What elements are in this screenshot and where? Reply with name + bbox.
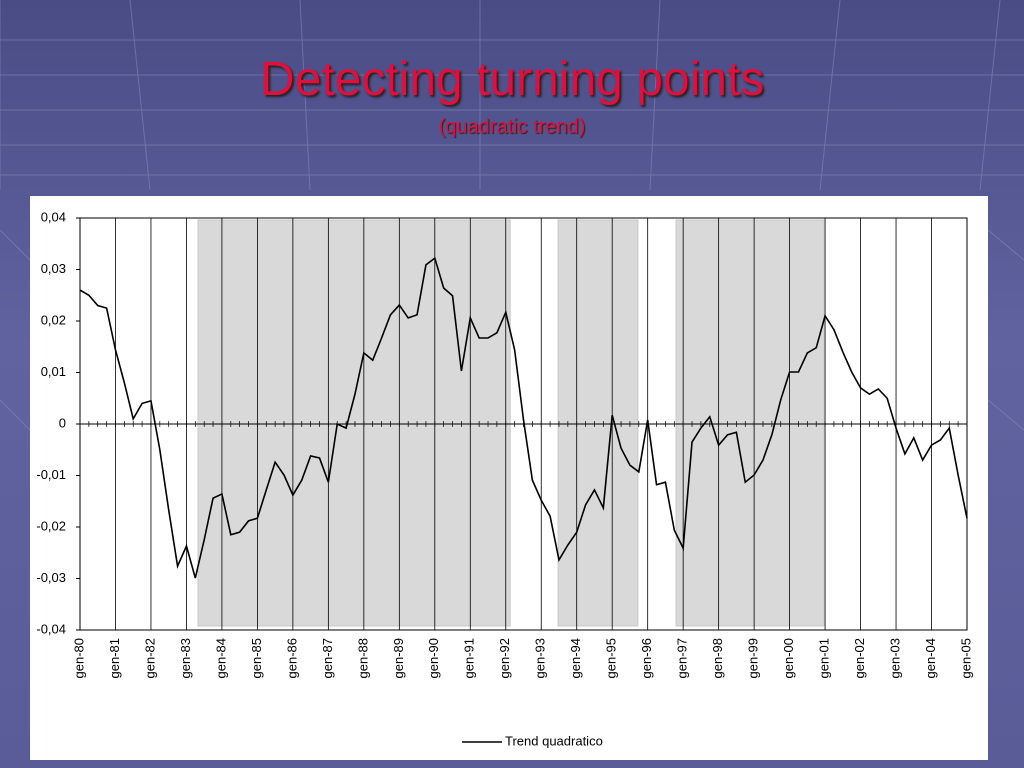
x-tick-label: gen-84	[213, 638, 228, 678]
x-tick-label: gen-82	[142, 638, 157, 678]
x-tick-label: gen-92	[497, 638, 512, 678]
y-tick-label: -0,03	[36, 570, 66, 585]
x-tick-label: gen-89	[391, 638, 406, 678]
x-tick-label: gen-00	[781, 638, 796, 678]
legend-label: Trend quadratico	[505, 733, 603, 748]
y-tick-label: 0,04	[41, 209, 66, 224]
x-tick-label: gen-83	[178, 638, 193, 678]
y-tick-label: 0,02	[41, 312, 66, 327]
x-tick-label: gen-87	[320, 638, 335, 678]
x-tick-label: gen-91	[462, 638, 477, 678]
x-tick-label: gen-93	[533, 638, 548, 678]
x-tick-label: gen-05	[958, 638, 973, 678]
y-tick-label: -0,01	[36, 467, 66, 482]
x-tick-label: gen-02	[852, 638, 867, 678]
x-tick-label: gen-85	[249, 638, 264, 678]
y-tick-label: -0,04	[36, 621, 66, 636]
x-tick-label: gen-86	[284, 638, 299, 678]
x-tick-label: gen-03	[887, 638, 902, 678]
x-tick-label: gen-90	[426, 638, 441, 678]
x-tick-label: gen-94	[568, 638, 583, 678]
x-tick-label: gen-81	[107, 638, 122, 678]
x-tick-label: gen-95	[604, 638, 619, 678]
x-tick-label: gen-98	[710, 638, 725, 678]
slide-title: Detecting turning points	[259, 53, 765, 106]
y-tick-label: 0,03	[41, 261, 66, 276]
x-tick-label: gen-99	[746, 638, 761, 678]
x-tick-label: gen-96	[639, 638, 654, 678]
y-tick-label: 0,01	[41, 364, 66, 379]
y-tick-label: 0	[59, 415, 66, 430]
x-tick-label: gen-04	[923, 638, 938, 678]
x-tick-label: gen-80	[71, 638, 86, 678]
y-tick-label: -0,02	[36, 518, 66, 533]
x-tick-label: gen-01	[817, 638, 832, 678]
shaded-period	[675, 219, 825, 627]
shaded-period	[557, 219, 639, 627]
shaded-period	[197, 219, 511, 627]
x-tick-label: gen-97	[675, 638, 690, 678]
x-tick-label: gen-88	[355, 638, 370, 678]
series-line	[79, 256, 968, 579]
slide-subtitle: (quadratic trend)	[438, 116, 586, 138]
